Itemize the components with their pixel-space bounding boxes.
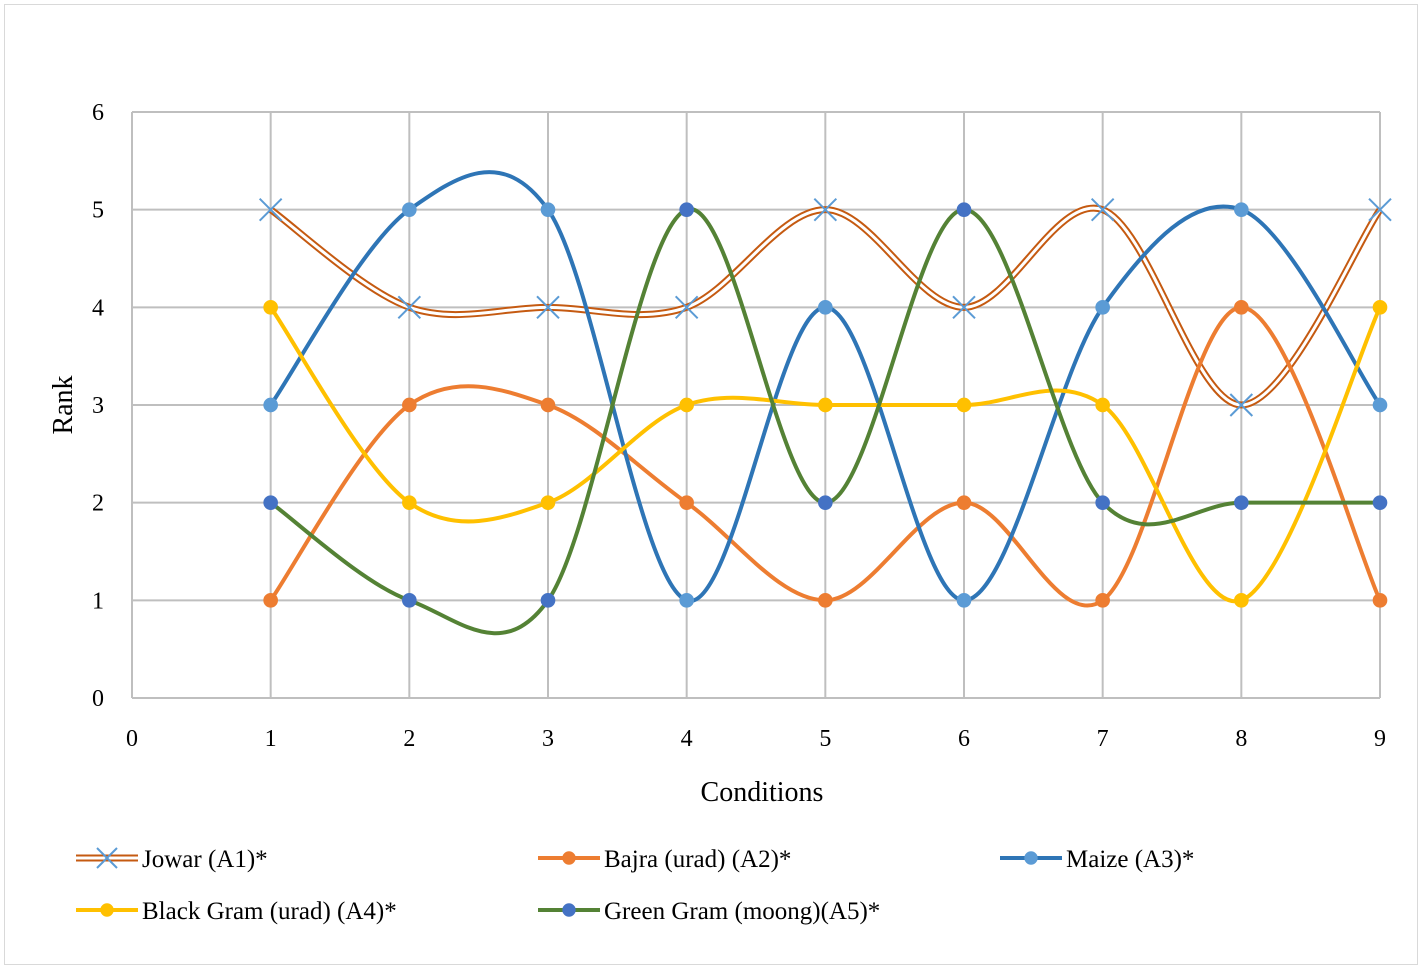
x-tick-label: 9 — [1374, 726, 1386, 752]
data-point-marker — [956, 397, 972, 413]
y-tick-label: 3 — [92, 393, 104, 419]
data-point-marker — [679, 202, 694, 217]
data-point-marker — [540, 495, 556, 510]
data-point-marker — [263, 300, 278, 315]
data-point-marker — [263, 397, 278, 413]
x-tick-labels: 0 1 2 3 4 5 6 7 8 9 — [126, 726, 1386, 752]
x-tick-label: 7 — [1097, 726, 1109, 752]
series-line-path — [269, 207, 1380, 636]
data-point-marker — [1368, 197, 1392, 222]
data-point-marker — [674, 295, 699, 320]
data-point-marker — [818, 495, 833, 510]
marker-layer — [258, 197, 1392, 608]
legend-item: Green Gram (moong)(A5)* — [538, 898, 880, 925]
x-tick-label: 3 — [542, 726, 554, 752]
data-point-marker — [1372, 495, 1388, 510]
y-tick-label: 1 — [92, 588, 104, 614]
series-line — [268, 204, 1383, 409]
data-point-marker — [1229, 393, 1254, 417]
chart-frame — [4, 4, 1418, 965]
series-line — [269, 305, 1382, 608]
data-point-marker — [1095, 300, 1110, 315]
legend-label: Bajra (urad) (A2)* — [604, 846, 791, 873]
data-point-marker — [263, 593, 278, 608]
x-tick-label: 0 — [126, 726, 138, 752]
data-point-marker — [402, 397, 417, 413]
data-point-marker — [1095, 397, 1110, 413]
y-tick-label: 0 — [92, 686, 104, 712]
data-point-marker — [679, 397, 694, 413]
y-tick-label: 6 — [92, 100, 104, 126]
data-point-marker — [818, 397, 833, 413]
legend-label: Black Gram (urad) (A4)* — [142, 898, 397, 925]
data-point-marker — [1090, 197, 1115, 222]
legend-item: Black Gram (urad) (A4)* — [76, 898, 397, 925]
legend-label: Maize (A3)* — [1066, 846, 1194, 873]
y-tick-labels: 0 1 2 3 4 5 6 — [92, 100, 104, 712]
data-point-marker — [402, 495, 417, 510]
data-point-marker — [1372, 397, 1388, 413]
data-point-marker — [540, 593, 556, 608]
data-point-marker — [1234, 593, 1249, 608]
data-point-marker — [956, 495, 972, 510]
legend-label: Green Gram (moong)(A5)* — [604, 898, 880, 925]
legend-label: Jowar (A1)* — [142, 846, 268, 873]
data-point-marker — [818, 300, 833, 315]
grid-lines — [131, 111, 1381, 699]
data-point-marker — [956, 202, 972, 217]
data-point-marker — [562, 851, 576, 865]
x-tick-label: 1 — [265, 726, 277, 752]
data-point-marker — [1372, 593, 1388, 608]
y-tick-label: 2 — [92, 491, 104, 517]
x-tick-label: 8 — [1235, 726, 1247, 752]
data-point-marker — [258, 197, 283, 222]
data-point-marker — [818, 593, 833, 608]
x-tick-label: 4 — [681, 726, 693, 752]
data-point-marker — [1095, 495, 1110, 510]
series-line — [269, 207, 1380, 636]
data-point-marker — [263, 495, 278, 510]
data-point-marker — [397, 295, 422, 320]
data-point-marker — [1234, 495, 1249, 510]
series-line-path — [269, 305, 1382, 608]
x-tick-label: 5 — [819, 726, 831, 752]
data-point-marker — [402, 202, 417, 217]
series-line-inner — [269, 206, 1382, 407]
data-point-marker — [1372, 300, 1388, 315]
legend-item: Jowar (A1)* — [76, 846, 268, 873]
data-point-marker — [1024, 851, 1038, 865]
legend-item: Bajra (urad) (A2)* — [538, 846, 791, 873]
data-point-marker — [679, 495, 694, 510]
data-point-marker — [540, 397, 556, 413]
y-tick-label: 4 — [92, 295, 104, 321]
data-point-marker — [1095, 593, 1110, 608]
legend: Jowar (A1)* Bajra (urad) (A2)* Maize (A3)*… — [76, 846, 1194, 925]
data-point-marker — [956, 593, 972, 608]
data-point-marker — [952, 295, 976, 320]
data-point-marker — [1234, 300, 1249, 315]
data-point-marker — [562, 903, 576, 917]
y-tick-label: 5 — [92, 198, 104, 224]
data-point-marker — [100, 903, 114, 917]
x-axis-title: Conditions — [701, 777, 824, 808]
data-point-marker — [536, 295, 560, 320]
data-point-marker — [813, 197, 838, 222]
data-point-marker — [96, 847, 118, 869]
x-tick-label: 6 — [958, 726, 970, 752]
data-point-marker — [402, 593, 417, 608]
data-point-marker — [1234, 202, 1249, 217]
data-point-marker — [679, 593, 694, 608]
y-axis-title: Rank — [48, 375, 79, 434]
data-point-marker — [540, 202, 556, 217]
legend-item: Maize (A3)* — [1000, 846, 1194, 873]
x-tick-label: 2 — [403, 726, 415, 752]
